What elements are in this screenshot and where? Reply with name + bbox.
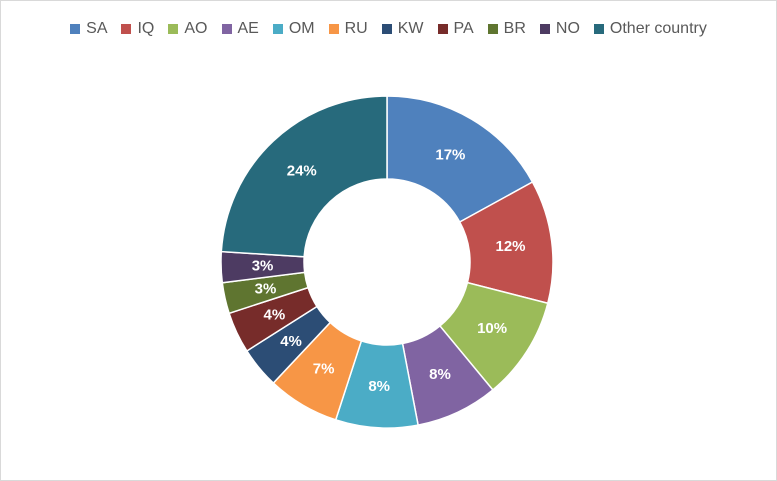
legend-item: SA	[70, 20, 107, 38]
donut-slice	[220, 95, 388, 258]
data-label: 3%	[252, 257, 274, 274]
data-label: 10%	[477, 320, 507, 337]
data-label: 3%	[255, 281, 277, 298]
legend-label: RU	[344, 20, 368, 37]
legend-label: NO	[555, 20, 580, 37]
legend-label: BR	[503, 20, 526, 37]
legend-item: PA	[437, 20, 474, 38]
legend-item: AO	[168, 20, 208, 38]
data-label: 8%	[368, 378, 390, 395]
legend-item: OM	[272, 20, 315, 38]
legend-swatch	[437, 24, 448, 34]
data-label: 12%	[496, 238, 526, 255]
legend-label: PA	[453, 20, 474, 37]
data-label: 4%	[264, 307, 286, 324]
legend-item: NO	[539, 20, 580, 38]
legend-label: KW	[397, 20, 424, 37]
legend-swatch	[70, 24, 81, 34]
legend-swatch	[381, 24, 392, 34]
legend-item: Other country	[593, 20, 707, 38]
legend-swatch	[539, 24, 550, 34]
legend-label: Other country	[609, 20, 707, 37]
data-label: 4%	[280, 333, 302, 350]
legend-label: SA	[86, 20, 108, 37]
legend-item: AE	[221, 20, 259, 38]
chart-legend: SA IQ AO AE OM RU KW PA BR NO Other country	[0, 20, 777, 38]
legend-swatch	[272, 24, 283, 34]
legend-label: OM	[288, 20, 315, 37]
legend-swatch	[221, 24, 232, 34]
legend-swatch	[168, 24, 179, 34]
data-label: 7%	[313, 361, 335, 378]
legend-item: IQ	[121, 20, 154, 38]
donut-slice	[386, 95, 534, 224]
data-label: 17%	[435, 146, 465, 163]
legend-swatch	[328, 24, 339, 34]
legend-item: KW	[381, 20, 424, 38]
legend-item: BR	[487, 20, 526, 38]
legend-item: RU	[328, 20, 368, 38]
legend-swatch	[487, 24, 498, 34]
legend-label: AE	[237, 20, 259, 37]
legend-swatch	[593, 24, 604, 34]
legend-label: IQ	[137, 20, 155, 37]
data-label: 24%	[287, 163, 317, 180]
data-label: 8%	[429, 366, 451, 383]
legend-label: AO	[184, 20, 208, 37]
legend-swatch	[121, 24, 132, 34]
